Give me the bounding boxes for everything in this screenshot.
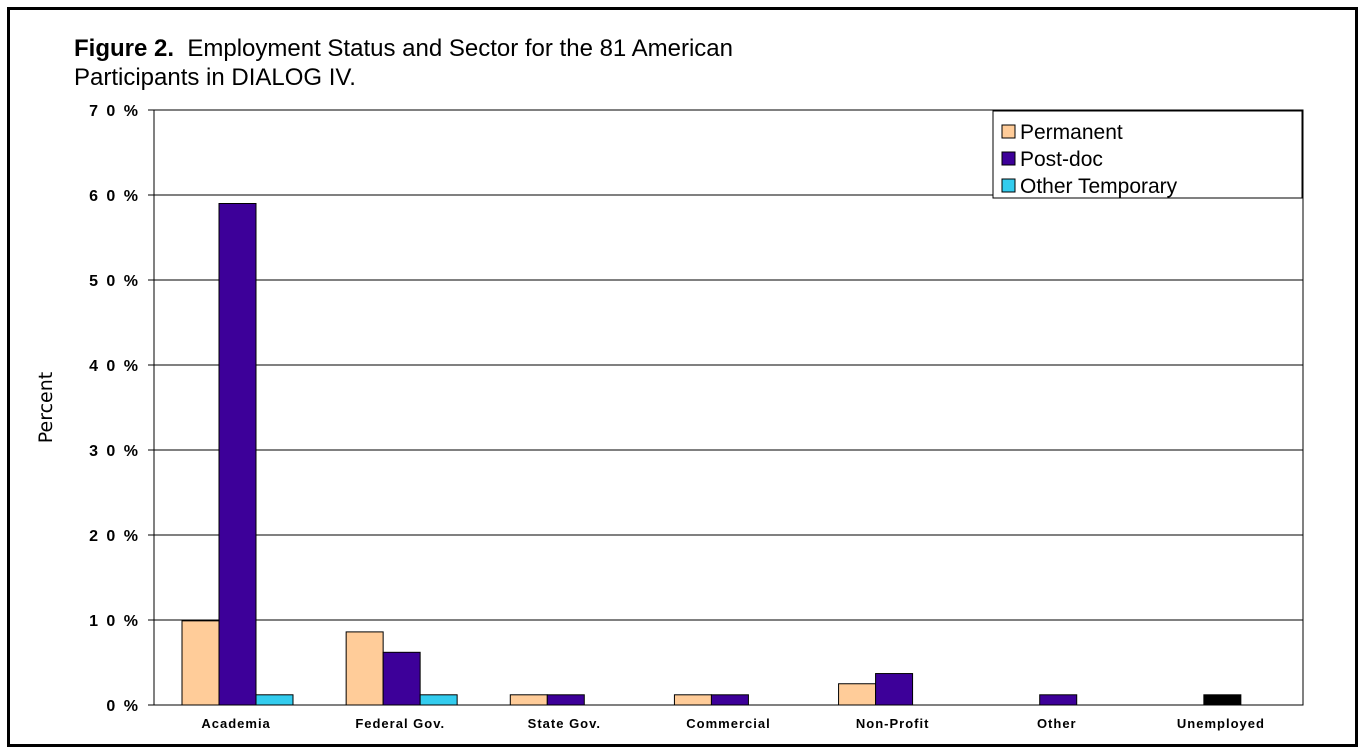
bar-other-temporary: [419, 694, 458, 706]
y-tick-label: 7 0 %: [89, 103, 140, 120]
figure-caption: Figure 2. Employment Status and Sector f…: [74, 34, 974, 92]
legend-entry: Post-doc: [1020, 148, 1103, 171]
y-axis-label: Percent: [35, 372, 57, 444]
legend-swatch: [1001, 151, 1016, 166]
bar-other-temporary: [255, 694, 294, 706]
y-tick-label: 2 0 %: [89, 528, 140, 545]
x-category-label: Unemployed: [1177, 716, 1265, 731]
x-category-label: State Gov.: [528, 716, 601, 731]
x-category-label: Federal Gov.: [355, 716, 445, 731]
y-tick-label: 4 0 %: [89, 358, 140, 375]
bar-permanent: [673, 694, 712, 706]
y-tick-label: 3 0 %: [89, 443, 140, 460]
x-category-label: Non-Profit: [856, 716, 930, 731]
y-tick-label: 1 0 %: [89, 613, 140, 630]
caption-line-2: Participants in DIALOG IV.: [74, 64, 356, 91]
y-tick-label: 6 0 %: [89, 188, 140, 205]
legend-swatch: [1001, 124, 1016, 139]
bar-unemployed: [1203, 694, 1242, 706]
figure-label: Figure 2.: [74, 35, 175, 62]
bar-permanent: [181, 620, 220, 706]
y-tick-label: 5 0 %: [89, 273, 140, 290]
x-category-label: Commercial: [686, 716, 770, 731]
x-category-label: Other: [1037, 716, 1077, 731]
legend-entry: Other Temporary: [1020, 175, 1178, 198]
bar-post-doc: [218, 203, 257, 706]
caption-line-1: Employment Status and Sector for the 81 …: [187, 35, 733, 62]
bar-permanent: [838, 683, 877, 706]
legend-swatch: [1001, 178, 1016, 193]
bar-post-doc: [546, 694, 585, 706]
legend-entry: Permanent: [1020, 121, 1123, 144]
bar-post-doc: [875, 673, 914, 706]
bar-post-doc: [382, 651, 421, 706]
bar-post-doc: [1039, 694, 1078, 706]
x-category-label: Academia: [201, 716, 270, 731]
bar-permanent: [509, 694, 548, 706]
bar-permanent: [345, 631, 384, 706]
y-tick-label: 0 %: [106, 698, 140, 715]
bar-post-doc: [710, 694, 749, 706]
legend: [992, 110, 1303, 199]
plot-area: [153, 109, 1304, 706]
